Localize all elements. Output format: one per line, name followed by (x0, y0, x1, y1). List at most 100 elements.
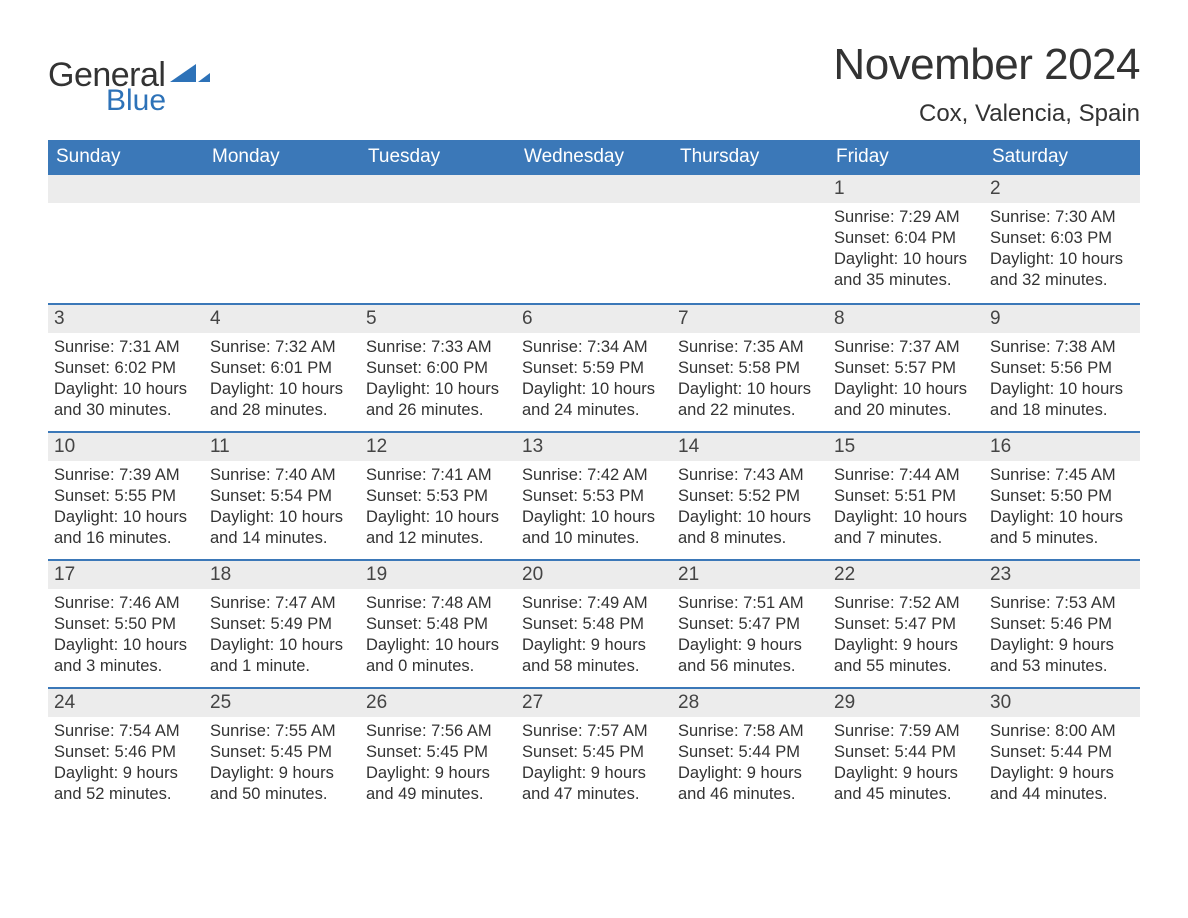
sunrise-text: Sunrise: 7:49 AM (522, 593, 666, 614)
sunrise-text: Sunrise: 7:41 AM (366, 465, 510, 486)
day-cell: 10Sunrise: 7:39 AMSunset: 5:55 PMDayligh… (48, 433, 204, 559)
day-cell (672, 175, 828, 303)
sunrise-text: Sunrise: 7:48 AM (366, 593, 510, 614)
day-number: 27 (516, 689, 672, 717)
daylight-text: Daylight: 10 hours and 3 minutes. (54, 635, 198, 677)
day-number: 7 (672, 305, 828, 333)
daylight-text: Daylight: 10 hours and 14 minutes. (210, 507, 354, 549)
week-row: 24Sunrise: 7:54 AMSunset: 5:46 PMDayligh… (48, 687, 1140, 813)
day-number (360, 175, 516, 203)
day-cell: 13Sunrise: 7:42 AMSunset: 5:53 PMDayligh… (516, 433, 672, 559)
location-subtitle: Cox, Valencia, Spain (833, 100, 1140, 128)
day-body: Sunrise: 7:45 AMSunset: 5:50 PMDaylight:… (984, 461, 1140, 557)
sunset-text: Sunset: 5:57 PM (834, 358, 978, 379)
day-cell: 7Sunrise: 7:35 AMSunset: 5:58 PMDaylight… (672, 305, 828, 431)
day-number: 12 (360, 433, 516, 461)
day-number: 17 (48, 561, 204, 589)
header: General Blue November 2024 Cox, Valencia… (48, 40, 1140, 128)
daylight-text: Daylight: 10 hours and 16 minutes. (54, 507, 198, 549)
day-number: 15 (828, 433, 984, 461)
day-body: Sunrise: 7:40 AMSunset: 5:54 PMDaylight:… (204, 461, 360, 557)
day-cell: 29Sunrise: 7:59 AMSunset: 5:44 PMDayligh… (828, 689, 984, 813)
sunset-text: Sunset: 5:45 PM (366, 742, 510, 763)
sunset-text: Sunset: 5:50 PM (990, 486, 1134, 507)
sunrise-text: Sunrise: 7:59 AM (834, 721, 978, 742)
day-cell: 23Sunrise: 7:53 AMSunset: 5:46 PMDayligh… (984, 561, 1140, 687)
daylight-text: Daylight: 9 hours and 56 minutes. (678, 635, 822, 677)
day-body: Sunrise: 7:57 AMSunset: 5:45 PMDaylight:… (516, 717, 672, 813)
day-cell (48, 175, 204, 303)
day-body: Sunrise: 7:59 AMSunset: 5:44 PMDaylight:… (828, 717, 984, 813)
daylight-text: Daylight: 9 hours and 55 minutes. (834, 635, 978, 677)
day-number: 16 (984, 433, 1140, 461)
sunrise-text: Sunrise: 7:40 AM (210, 465, 354, 486)
dow-cell: Thursday (672, 140, 828, 175)
sunrise-text: Sunrise: 7:55 AM (210, 721, 354, 742)
brand-word-2: Blue (106, 86, 166, 116)
day-cell: 18Sunrise: 7:47 AMSunset: 5:49 PMDayligh… (204, 561, 360, 687)
day-cell: 2Sunrise: 7:30 AMSunset: 6:03 PMDaylight… (984, 175, 1140, 303)
dow-cell: Saturday (984, 140, 1140, 175)
day-number: 4 (204, 305, 360, 333)
daylight-text: Daylight: 10 hours and 26 minutes. (366, 379, 510, 421)
sunrise-text: Sunrise: 7:37 AM (834, 337, 978, 358)
daylight-text: Daylight: 9 hours and 47 minutes. (522, 763, 666, 805)
sunrise-text: Sunrise: 7:52 AM (834, 593, 978, 614)
sunset-text: Sunset: 5:44 PM (834, 742, 978, 763)
day-body: Sunrise: 7:33 AMSunset: 6:00 PMDaylight:… (360, 333, 516, 429)
sunrise-text: Sunrise: 7:33 AM (366, 337, 510, 358)
daylight-text: Daylight: 9 hours and 49 minutes. (366, 763, 510, 805)
sunset-text: Sunset: 5:48 PM (366, 614, 510, 635)
sunset-text: Sunset: 5:54 PM (210, 486, 354, 507)
sunset-text: Sunset: 5:50 PM (54, 614, 198, 635)
sunrise-text: Sunrise: 8:00 AM (990, 721, 1134, 742)
day-number: 6 (516, 305, 672, 333)
sunset-text: Sunset: 5:46 PM (54, 742, 198, 763)
daylight-text: Daylight: 10 hours and 28 minutes. (210, 379, 354, 421)
dow-cell: Monday (204, 140, 360, 175)
day-body: Sunrise: 7:49 AMSunset: 5:48 PMDaylight:… (516, 589, 672, 685)
daylight-text: Daylight: 9 hours and 58 minutes. (522, 635, 666, 677)
day-number: 19 (360, 561, 516, 589)
day-body: Sunrise: 7:37 AMSunset: 5:57 PMDaylight:… (828, 333, 984, 429)
sunset-text: Sunset: 5:55 PM (54, 486, 198, 507)
day-body: Sunrise: 7:47 AMSunset: 5:49 PMDaylight:… (204, 589, 360, 685)
day-number: 25 (204, 689, 360, 717)
sunset-text: Sunset: 5:51 PM (834, 486, 978, 507)
day-number (672, 175, 828, 203)
daylight-text: Daylight: 10 hours and 24 minutes. (522, 379, 666, 421)
day-number: 28 (672, 689, 828, 717)
sunrise-text: Sunrise: 7:51 AM (678, 593, 822, 614)
day-cell: 16Sunrise: 7:45 AMSunset: 5:50 PMDayligh… (984, 433, 1140, 559)
sunrise-text: Sunrise: 7:31 AM (54, 337, 198, 358)
day-body: Sunrise: 7:46 AMSunset: 5:50 PMDaylight:… (48, 589, 204, 685)
sunrise-text: Sunrise: 7:44 AM (834, 465, 978, 486)
day-number: 26 (360, 689, 516, 717)
day-cell: 8Sunrise: 7:37 AMSunset: 5:57 PMDaylight… (828, 305, 984, 431)
day-cell: 20Sunrise: 7:49 AMSunset: 5:48 PMDayligh… (516, 561, 672, 687)
day-body: Sunrise: 7:29 AMSunset: 6:04 PMDaylight:… (828, 203, 984, 299)
day-number: 23 (984, 561, 1140, 589)
day-body: Sunrise: 7:39 AMSunset: 5:55 PMDaylight:… (48, 461, 204, 557)
day-cell: 25Sunrise: 7:55 AMSunset: 5:45 PMDayligh… (204, 689, 360, 813)
day-body: Sunrise: 7:53 AMSunset: 5:46 PMDaylight:… (984, 589, 1140, 685)
sunset-text: Sunset: 5:58 PM (678, 358, 822, 379)
title-block: November 2024 Cox, Valencia, Spain (833, 40, 1140, 128)
daylight-text: Daylight: 9 hours and 45 minutes. (834, 763, 978, 805)
daylight-text: Daylight: 10 hours and 5 minutes. (990, 507, 1134, 549)
sunrise-text: Sunrise: 7:45 AM (990, 465, 1134, 486)
sunrise-text: Sunrise: 7:54 AM (54, 721, 198, 742)
day-cell (204, 175, 360, 303)
sunrise-text: Sunrise: 7:35 AM (678, 337, 822, 358)
day-body: Sunrise: 7:42 AMSunset: 5:53 PMDaylight:… (516, 461, 672, 557)
day-body: Sunrise: 8:00 AMSunset: 5:44 PMDaylight:… (984, 717, 1140, 813)
day-body: Sunrise: 7:35 AMSunset: 5:58 PMDaylight:… (672, 333, 828, 429)
daylight-text: Daylight: 10 hours and 35 minutes. (834, 249, 978, 291)
day-body: Sunrise: 7:30 AMSunset: 6:03 PMDaylight:… (984, 203, 1140, 299)
day-body: Sunrise: 7:38 AMSunset: 5:56 PMDaylight:… (984, 333, 1140, 429)
day-body: Sunrise: 7:52 AMSunset: 5:47 PMDaylight:… (828, 589, 984, 685)
daylight-text: Daylight: 10 hours and 30 minutes. (54, 379, 198, 421)
day-cell: 26Sunrise: 7:56 AMSunset: 5:45 PMDayligh… (360, 689, 516, 813)
day-number: 8 (828, 305, 984, 333)
day-cell: 4Sunrise: 7:32 AMSunset: 6:01 PMDaylight… (204, 305, 360, 431)
